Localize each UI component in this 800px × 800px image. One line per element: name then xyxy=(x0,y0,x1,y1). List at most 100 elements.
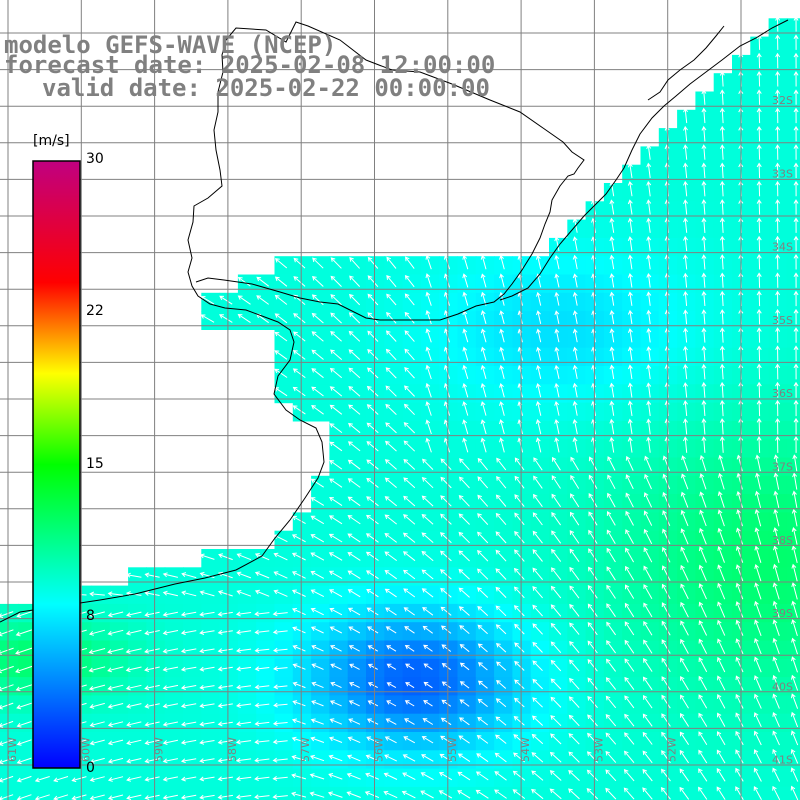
wind-arrow xyxy=(217,611,233,617)
wind-arrow xyxy=(701,363,707,380)
wind-arrow xyxy=(627,162,633,179)
wind-arrow xyxy=(569,566,580,581)
wind-arrow xyxy=(499,346,505,361)
wind-arrow xyxy=(513,605,525,617)
wind-cell xyxy=(786,91,800,111)
colorbar-tick-15: 15 xyxy=(86,456,104,472)
valid-date: valid date: 2025-02-22 00:00:00 xyxy=(42,74,490,102)
wind-arrow xyxy=(441,644,452,652)
latitude-label: 38S xyxy=(772,534,793,547)
wind-arrow xyxy=(624,639,635,654)
wind-arrow xyxy=(347,478,361,488)
wind-arrow xyxy=(496,679,507,689)
wind-arrow xyxy=(312,257,324,269)
wind-arrow xyxy=(680,657,689,673)
wind-arrow xyxy=(570,456,580,471)
wind-arrow xyxy=(126,703,142,709)
wind-arrow xyxy=(328,552,343,561)
wind-arrow xyxy=(607,474,616,490)
wind-arrow xyxy=(661,602,671,618)
wind-cell xyxy=(786,677,800,696)
wind-arrow xyxy=(273,647,288,653)
wind-arrow xyxy=(533,493,543,507)
wind-arrow xyxy=(773,545,780,564)
latitude-label: 36S xyxy=(772,387,793,400)
wind-arrow xyxy=(71,776,87,783)
wind-arrow xyxy=(514,549,525,562)
wind-arrow xyxy=(499,382,505,398)
wind-cell xyxy=(402,786,422,800)
wind-cell xyxy=(786,420,800,440)
wind-arrow xyxy=(385,348,397,361)
wind-arrow xyxy=(698,564,707,581)
wind-arrow xyxy=(440,458,452,471)
wind-arrow xyxy=(535,419,542,435)
wind-arrow xyxy=(273,666,288,672)
wind-arrow xyxy=(291,791,307,798)
wind-arrow xyxy=(587,659,598,672)
wind-arrow xyxy=(404,311,415,324)
wind-arrow xyxy=(384,754,398,762)
wind-arrow xyxy=(0,757,14,765)
wind-arrow xyxy=(384,496,398,507)
wind-cell xyxy=(786,256,800,276)
wind-arrow xyxy=(532,586,543,599)
wind-arrow xyxy=(719,180,725,197)
wind-cell xyxy=(786,768,800,788)
wind-arrow xyxy=(756,345,762,362)
wind-arrow xyxy=(495,716,507,726)
wind-arrow xyxy=(756,327,762,343)
wind-arrow xyxy=(719,254,725,270)
wind-arrow xyxy=(643,547,653,563)
wind-arrow xyxy=(735,786,744,800)
wind-arrow xyxy=(683,400,688,417)
wind-cell xyxy=(786,366,800,385)
wind-arrow xyxy=(754,693,762,709)
wind-arrow xyxy=(236,590,252,597)
wind-arrow xyxy=(793,34,799,50)
wind-arrow xyxy=(254,702,270,708)
wind-arrow xyxy=(568,769,580,781)
wind-arrow xyxy=(772,785,781,800)
wind-arrow xyxy=(107,721,124,728)
wind-arrow xyxy=(367,682,378,689)
wind-arrow xyxy=(531,733,544,745)
wind-arrow xyxy=(717,564,726,582)
wind-arrow xyxy=(292,645,306,652)
wind-arrow xyxy=(701,400,707,417)
wind-arrow xyxy=(792,490,798,508)
wind-arrow xyxy=(793,107,799,124)
wind-arrow xyxy=(310,552,325,561)
wind-arrow xyxy=(89,591,105,597)
wind-arrow xyxy=(385,422,397,434)
wind-arrow xyxy=(698,638,708,654)
wind-arrow xyxy=(793,417,799,435)
wind-arrow xyxy=(495,698,507,708)
wind-arrow xyxy=(162,630,179,636)
wind-cell xyxy=(786,585,800,605)
wind-arrow xyxy=(623,750,635,764)
wind-cell xyxy=(603,786,623,800)
wind-arrow xyxy=(144,739,160,746)
wind-arrow xyxy=(144,572,160,578)
wind-cell xyxy=(786,713,800,733)
wind-arrow xyxy=(756,235,762,252)
wind-cell xyxy=(256,786,276,800)
wind-arrow xyxy=(421,588,434,598)
wind-arrow xyxy=(569,640,580,654)
wind-arrow xyxy=(273,571,288,579)
wind-arrow xyxy=(329,700,342,707)
wind-arrows xyxy=(0,16,799,800)
wind-arrow xyxy=(292,626,306,634)
wind-arrow xyxy=(272,757,288,763)
wind-arrow xyxy=(217,739,233,745)
wind-arrow xyxy=(532,641,543,653)
wind-arrow xyxy=(107,611,124,618)
wind-arrow xyxy=(756,107,762,124)
wind-arrow xyxy=(609,199,615,215)
wind-cell xyxy=(786,549,800,568)
wind-arrow xyxy=(495,642,507,653)
wind-arrow xyxy=(532,549,543,562)
wind-arrow xyxy=(793,162,799,179)
wind-arrow xyxy=(642,768,653,782)
